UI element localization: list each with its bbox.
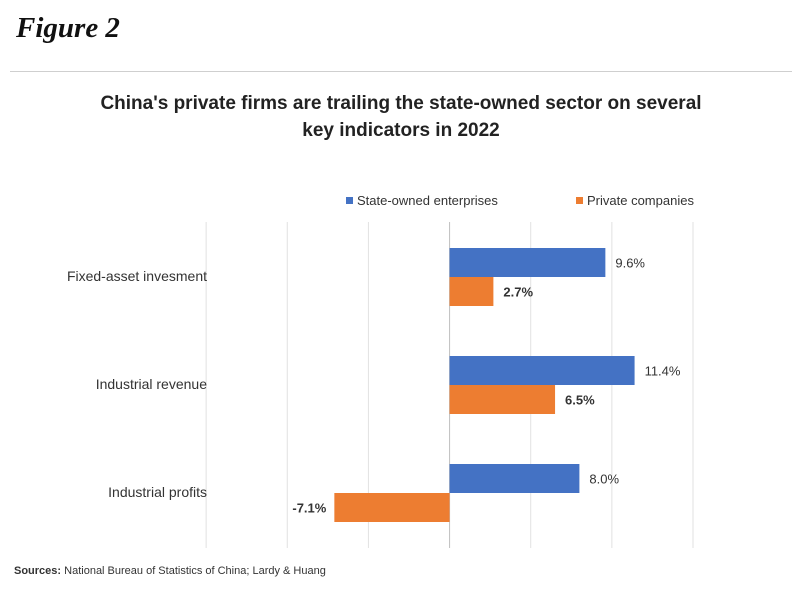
legend-label: Private companies xyxy=(587,193,694,208)
data-label: 11.4% xyxy=(645,364,681,379)
sources-label: Sources: xyxy=(14,565,62,577)
sources-note: Sources: National Bureau of Statistics o… xyxy=(14,565,326,577)
category-label: Fixed-asset invesment xyxy=(67,268,207,284)
chart-title: China's private firms are trailing the s… xyxy=(60,90,742,144)
bar xyxy=(449,277,494,306)
bar xyxy=(449,385,556,414)
bar xyxy=(449,464,580,493)
bar-chart: State-owned enterprises Private companies… xyxy=(67,193,694,548)
sources-text: National Bureau of Statistics of China; … xyxy=(64,565,326,577)
figure-label: Figure 2 xyxy=(16,12,120,44)
chart-title-line-1: China's private firms are trailing the s… xyxy=(100,93,702,114)
bar xyxy=(334,493,450,522)
divider xyxy=(10,71,792,72)
bar xyxy=(449,356,635,385)
data-label: 9.6% xyxy=(615,256,645,271)
legend-label: State-owned enterprises xyxy=(357,193,498,208)
chart-title-line-2: key indicators in 2022 xyxy=(302,120,500,141)
bar xyxy=(449,248,606,277)
legend-swatch xyxy=(346,197,353,204)
data-label: -7.1% xyxy=(292,501,326,516)
legend-swatch xyxy=(576,197,583,204)
data-label: 6.5% xyxy=(565,393,595,408)
data-label: 2.7% xyxy=(503,285,533,300)
category-label: Industrial revenue xyxy=(96,376,208,392)
category-label: Industrial profits xyxy=(108,484,207,500)
data-label: 8.0% xyxy=(589,472,619,487)
